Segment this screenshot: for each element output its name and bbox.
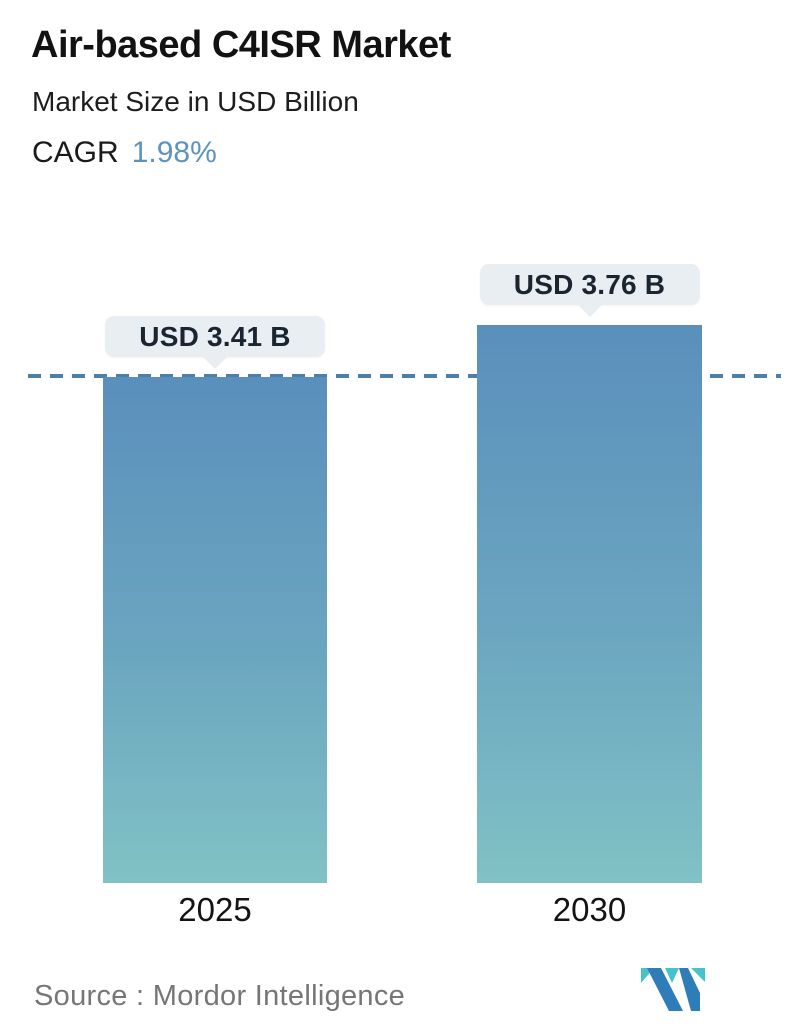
bar-group-2030: USD 3.76 B xyxy=(477,264,702,883)
logo-blue-left-band xyxy=(647,968,683,1011)
bar-group-2025: USD 3.41 B xyxy=(103,316,327,883)
page-title: Air-based C4ISR Market xyxy=(31,24,451,66)
source-text: Source : Mordor Intelligence xyxy=(34,980,406,1012)
dashed-reference-line xyxy=(28,374,781,378)
bar-2030[interactable] xyxy=(477,325,702,883)
value-tooltip-2030: USD 3.76 B xyxy=(479,264,700,305)
cagr-label: CAGR xyxy=(32,136,119,169)
bar-2025[interactable] xyxy=(103,377,327,883)
value-tooltip-2025: USD 3.41 B xyxy=(105,316,325,357)
cagr-value: 1.98% xyxy=(131,136,217,169)
plot-area: USD 3.41 B USD 3.76 B xyxy=(0,0,796,883)
mordor-intelligence-logo xyxy=(641,968,705,1011)
axis-label-2025: 2025 xyxy=(178,891,252,928)
chart-subtitle: Market Size in USD Billion xyxy=(32,86,359,117)
axis-label-2030: 2030 xyxy=(552,891,627,928)
cagr-row: CAGR 1.98% xyxy=(32,136,217,170)
logo-teal-middle xyxy=(665,968,679,983)
logo-teal-top-right xyxy=(691,968,705,982)
logo-blue-right-band xyxy=(679,968,700,1011)
